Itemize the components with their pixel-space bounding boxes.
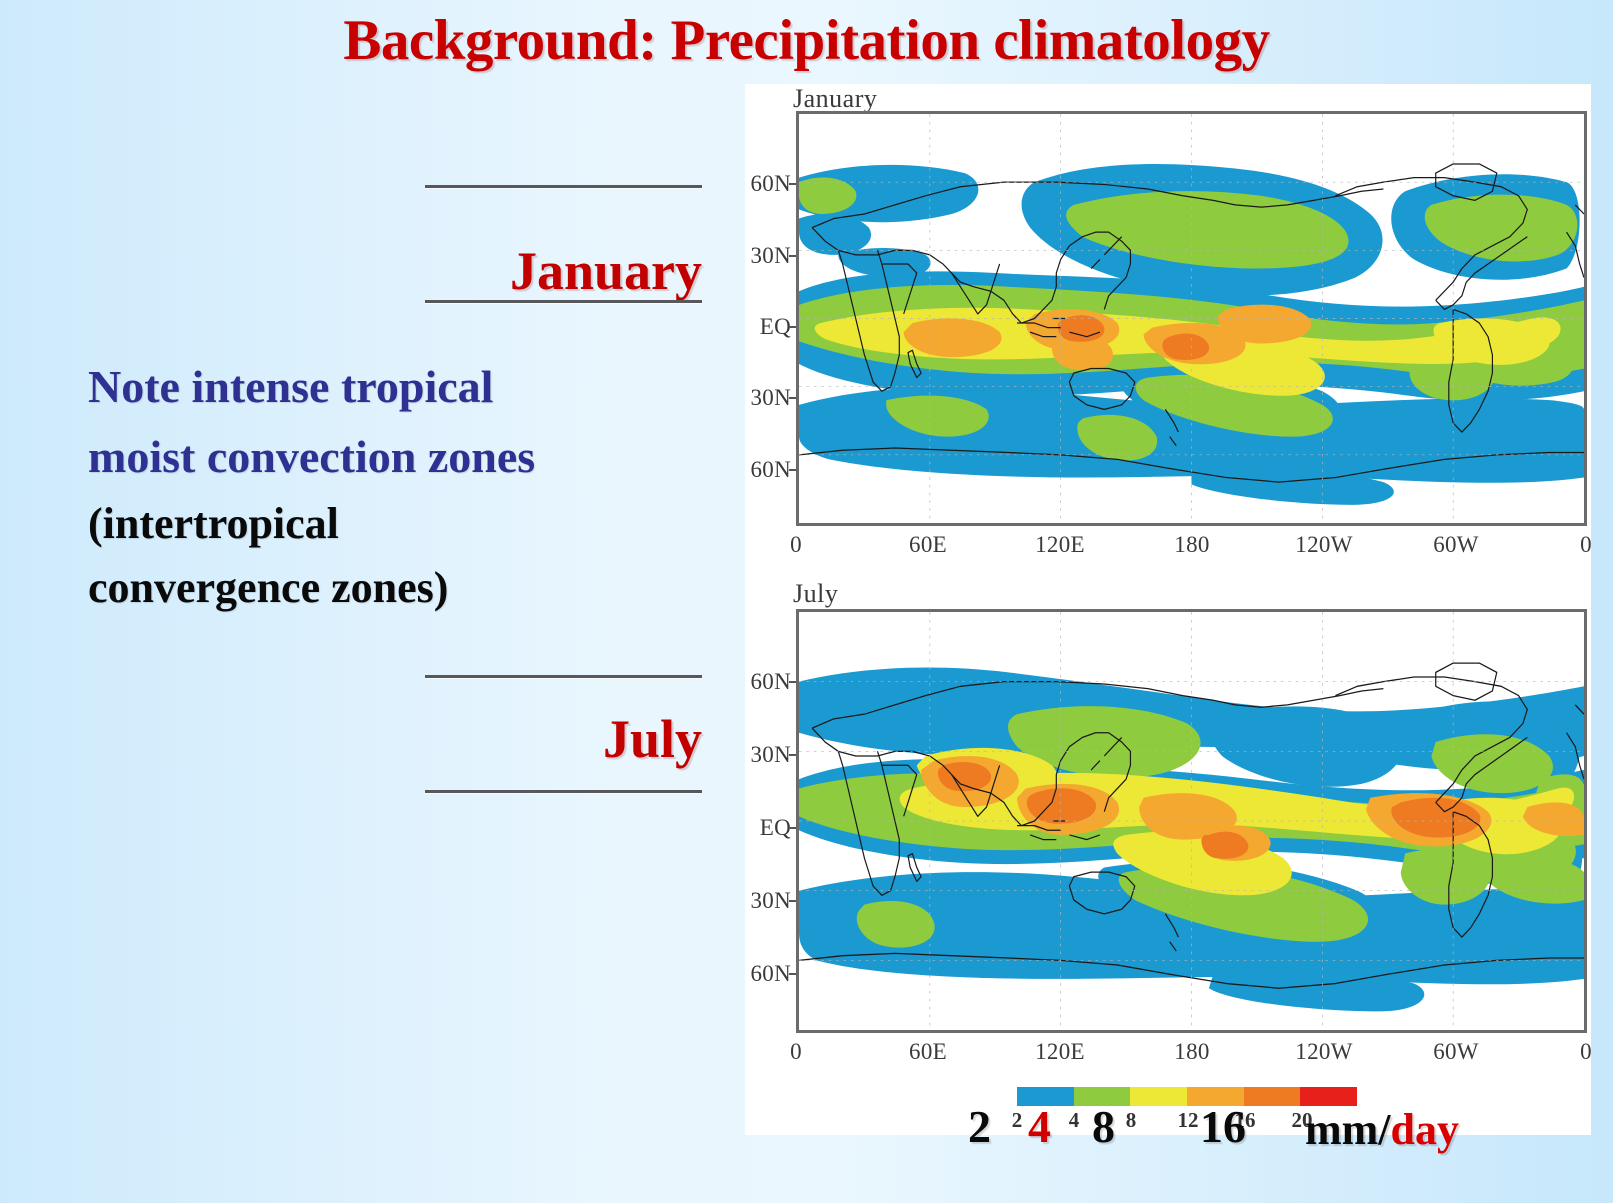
july-ytick-mark-5 (789, 973, 798, 975)
july-map-block: July 60N 30N EQ 30N 60N (745, 579, 1591, 1064)
july-map-frame (796, 609, 1587, 1033)
july-xtick-120w: 120W (1295, 1039, 1353, 1064)
colorbar-swatch-6 (1300, 1087, 1358, 1106)
january-rule-top (425, 185, 702, 188)
note-line-1: Note intense tropical (88, 361, 494, 412)
july-ytick-mark-2 (789, 754, 798, 756)
january-xtick-360: 0 (1580, 532, 1592, 557)
january-ytick-mark-5 (789, 469, 798, 471)
january-xtick-60e: 60E (909, 532, 947, 557)
july-xtick-60e: 60E (909, 1039, 947, 1064)
january-map-caption: January (793, 84, 878, 113)
legend-value-16: 16 (1200, 1101, 1246, 1152)
legend-value-4: 4 (1028, 1101, 1051, 1152)
legend-value-2: 2 (968, 1101, 991, 1152)
january-precip-map (799, 114, 1584, 523)
january-ytick-60s: 60N (750, 457, 791, 482)
july-map-caption: July (793, 579, 839, 608)
january-ytick-30n: 30N (750, 243, 791, 268)
precipitation-colorbar: 2 4 8 12 16 20 (1012, 1087, 1358, 1134)
colorbar-tick-2: 2 (1011, 1108, 1023, 1132)
july-xtick-120e: 120E (1035, 1039, 1085, 1064)
colorbar-tick-8: 8 (1125, 1108, 1137, 1132)
july-xtick-180: 180 (1174, 1039, 1210, 1064)
july-xtick-60w: 60W (1433, 1039, 1479, 1064)
january-map-block: January 60N 30N EQ 30N 60N (745, 84, 1591, 557)
january-ytick-60n: 60N (750, 171, 791, 196)
january-map-frame (796, 111, 1587, 526)
colorbar-swatch-4 (1187, 1087, 1244, 1106)
note-block: Note intense tropical moist convection z… (88, 352, 708, 620)
colorbar-tick-4: 4 (1068, 1108, 1080, 1132)
precipitation-figure-panel: January 60N 30N EQ 30N 60N (745, 84, 1592, 1135)
january-rule-bottom (425, 300, 702, 303)
january-ytick-mark-4 (789, 397, 798, 399)
colorbar-swatch-3 (1130, 1087, 1188, 1106)
note-line-2: moist convection zones (88, 431, 536, 482)
colorbar-swatch-1 (1017, 1087, 1074, 1106)
january-xtick-0: 0 (790, 532, 802, 557)
colorbar-swatches (1017, 1087, 1358, 1106)
january-heading: January (509, 241, 702, 301)
july-ytick-eq: EQ (759, 815, 791, 840)
july-ytick-30n: 30N (750, 742, 791, 767)
colorbar-swatch-2 (1073, 1087, 1131, 1106)
legend-value-8: 8 (1092, 1101, 1115, 1152)
july-rule-bottom (425, 790, 702, 793)
january-ytick-30s: 30N (750, 385, 791, 410)
colorbar-swatch-5 (1243, 1087, 1301, 1106)
january-xtick-120e: 120E (1035, 532, 1085, 557)
july-ytick-mark-1 (789, 681, 798, 683)
left-text-column: January Note intense tropical moist conv… (0, 0, 740, 1203)
july-ytick-mark-4 (789, 900, 798, 902)
july-precip-map (799, 612, 1584, 1030)
july-rule-top (425, 675, 702, 678)
july-ytick-30s: 30N (750, 888, 791, 913)
january-ytick-mark-2 (789, 255, 798, 257)
july-ytick-60s: 60N (750, 961, 791, 986)
legend-value-row: 2 4 8 16 mm/day (0, 1100, 1613, 1170)
colorbar-tick-12: 12 (1177, 1108, 1199, 1132)
january-xtick-120w: 120W (1295, 532, 1353, 557)
july-heading: July (602, 709, 702, 769)
january-xtick-60w: 60W (1433, 532, 1479, 557)
colorbar-ticks: 2 4 8 12 16 20 (1012, 1108, 1357, 1134)
note-line-3: (intertropical (88, 499, 339, 548)
legend-units-suffix: day (1390, 1105, 1460, 1154)
colorbar-tick-16: 16 (1234, 1108, 1256, 1132)
july-ytick-mark-3 (789, 827, 798, 829)
colorbar-tick-20: 20 (1291, 1108, 1313, 1132)
january-xtick-180: 180 (1174, 532, 1210, 557)
legend-units-prefix: mm/ (1305, 1105, 1391, 1154)
july-ytick-60n: 60N (750, 669, 791, 694)
january-ytick-eq: EQ (759, 314, 791, 339)
july-xtick-0: 0 (790, 1039, 802, 1064)
january-ytick-mark-3 (789, 326, 798, 328)
july-xtick-360: 0 (1580, 1039, 1592, 1064)
legend-units: mm/day (1305, 1104, 1459, 1155)
note-line-4: convergence zones) (88, 563, 449, 612)
january-ytick-mark-1 (789, 183, 798, 185)
page-title: Background: Precipitation climatology (343, 9, 1270, 72)
